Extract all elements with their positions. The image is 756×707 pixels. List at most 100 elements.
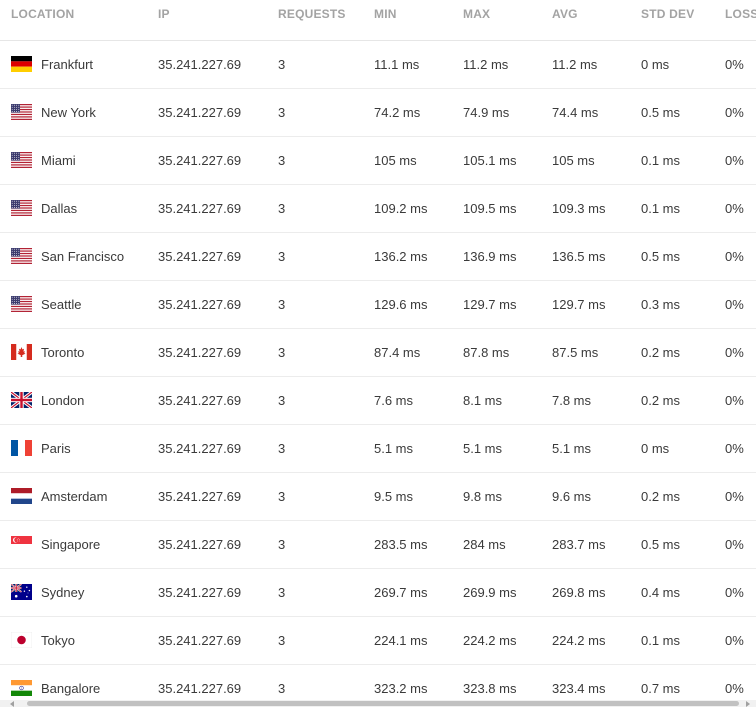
location-cell-content: New York — [11, 104, 158, 120]
min-cell: 224.1 ms — [374, 616, 463, 665]
column-header-avg[interactable]: AVG — [552, 0, 641, 41]
requests-cell: 3 — [278, 520, 374, 569]
avg-cell: 269.8 ms — [552, 568, 641, 617]
location-cell: Miami — [0, 136, 158, 185]
loss-cell: 0% — [725, 40, 756, 89]
requests-cell: 3 — [278, 376, 374, 425]
min-cell: 5.1 ms — [374, 424, 463, 473]
scroll-left-arrow-icon[interactable] — [10, 701, 14, 707]
location-name: San Francisco — [41, 248, 125, 264]
location-cell: Paris — [0, 424, 158, 473]
flag-germany-icon — [11, 56, 32, 72]
location-cell-content: Dallas — [11, 200, 158, 216]
location-cell: Frankfurt — [0, 40, 158, 89]
location-cell: Sydney — [0, 568, 158, 617]
ip-cell: 35.241.227.69 — [158, 568, 278, 617]
flag-india-icon — [11, 680, 32, 696]
std-dev-cell: 0 ms — [641, 40, 725, 89]
table-row: London 35.241.227.69 3 7.6 ms 8.1 ms 7.8 ms 0.… — [0, 376, 756, 425]
max-cell: 323.8 ms — [463, 664, 552, 700]
std-dev-cell: 0.1 ms — [641, 184, 725, 233]
loss-cell: 0% — [725, 520, 756, 569]
location-cell-content: London — [11, 392, 158, 408]
scroll-right-arrow-icon[interactable] — [746, 701, 750, 707]
min-cell: 105 ms — [374, 136, 463, 185]
max-cell: 8.1 ms — [463, 376, 552, 425]
avg-cell: 224.2 ms — [552, 616, 641, 665]
max-cell: 284 ms — [463, 520, 552, 569]
loss-cell: 0% — [725, 424, 756, 473]
location-cell: San Francisco — [0, 232, 158, 281]
avg-cell: 87.5 ms — [552, 328, 641, 377]
ip-cell: 35.241.227.69 — [158, 232, 278, 281]
std-dev-cell: 0.3 ms — [641, 280, 725, 329]
column-header-max[interactable]: MAX — [463, 0, 552, 41]
min-cell: 323.2 ms — [374, 664, 463, 700]
location-name: New York — [41, 104, 96, 120]
std-dev-cell: 0.1 ms — [641, 136, 725, 185]
min-cell: 269.7 ms — [374, 568, 463, 617]
std-dev-cell: 0 ms — [641, 424, 725, 473]
location-cell-content: Paris — [11, 440, 158, 456]
location-cell: Amsterdam — [0, 472, 158, 521]
requests-cell: 3 — [278, 40, 374, 89]
location-name: Dallas — [41, 200, 78, 216]
std-dev-cell: 0.2 ms — [641, 376, 725, 425]
avg-cell: 7.8 ms — [552, 376, 641, 425]
ip-cell: 35.241.227.69 — [158, 88, 278, 137]
min-cell: 7.6 ms — [374, 376, 463, 425]
horizontal-scrollbar[interactable] — [0, 700, 756, 707]
avg-cell: 283.7 ms — [552, 520, 641, 569]
requests-cell: 3 — [278, 328, 374, 377]
max-cell: 224.2 ms — [463, 616, 552, 665]
std-dev-cell: 0.5 ms — [641, 520, 725, 569]
table-row: Amsterdam 35.241.227.69 3 9.5 ms 9.8 ms 9.6 m… — [0, 472, 756, 521]
flag-australia-icon — [11, 584, 32, 600]
loss-cell: 0% — [725, 136, 756, 185]
std-dev-cell: 0.7 ms — [641, 664, 725, 700]
location-cell-content: Bangalore — [11, 680, 158, 696]
ip-cell: 35.241.227.69 — [158, 328, 278, 377]
location-cell: Bangalore — [0, 664, 158, 700]
requests-cell: 3 — [278, 232, 374, 281]
column-header-requests[interactable]: REQUESTS — [278, 0, 374, 41]
flag-usa-icon — [11, 296, 32, 312]
table-header-row: LOCATION IP REQUESTS MIN MAX AVG STD DEV… — [0, 0, 756, 41]
location-name: Toronto — [41, 344, 85, 360]
ip-cell: 35.241.227.69 — [158, 136, 278, 185]
column-header-min[interactable]: MIN — [374, 0, 463, 41]
horizontal-scrollbar-thumb[interactable] — [27, 701, 739, 706]
table-row: Toronto 35.241.227.69 3 87.4 ms 87.8 ms 87.5 … — [0, 328, 756, 377]
location-cell-content: Amsterdam — [11, 488, 158, 504]
location-name: Frankfurt — [41, 56, 94, 72]
avg-cell: 105 ms — [552, 136, 641, 185]
std-dev-cell: 0.2 ms — [641, 328, 725, 377]
flag-canada-icon — [11, 344, 32, 360]
table-row: Dallas 35.241.227.69 3 109.2 ms 109.5 ms 109.… — [0, 184, 756, 233]
column-header-loss[interactable]: LOSS — [725, 0, 756, 41]
location-cell-content: Seattle — [11, 296, 158, 312]
column-header-std-dev[interactable]: STD DEV — [641, 0, 725, 41]
column-header-location[interactable]: LOCATION — [0, 0, 158, 41]
ip-cell: 35.241.227.69 — [158, 472, 278, 521]
table-row: Paris 35.241.227.69 3 5.1 ms 5.1 ms 5.1 ms 0 m… — [0, 424, 756, 473]
location-name: Singapore — [41, 536, 101, 552]
std-dev-cell: 0.4 ms — [641, 568, 725, 617]
location-cell: Toronto — [0, 328, 158, 377]
column-header-ip[interactable]: IP — [158, 0, 278, 41]
avg-cell: 136.5 ms — [552, 232, 641, 281]
requests-cell: 3 — [278, 136, 374, 185]
max-cell: 5.1 ms — [463, 424, 552, 473]
std-dev-cell: 0.5 ms — [641, 88, 725, 137]
table-row: Singapore 35.241.227.69 3 283.5 ms 284 ms 283… — [0, 520, 756, 569]
flag-singapore-icon — [11, 536, 32, 552]
table-row: Sydney 35.241.227.69 3 269.7 ms 269.9 ms 269.… — [0, 568, 756, 617]
min-cell: 87.4 ms — [374, 328, 463, 377]
location-cell: London — [0, 376, 158, 425]
avg-cell: 323.4 ms — [552, 664, 641, 700]
location-cell-content: Frankfurt — [11, 56, 158, 72]
location-cell-content: Miami — [11, 152, 158, 168]
loss-cell: 0% — [725, 616, 756, 665]
min-cell: 9.5 ms — [374, 472, 463, 521]
loss-cell: 0% — [725, 568, 756, 617]
